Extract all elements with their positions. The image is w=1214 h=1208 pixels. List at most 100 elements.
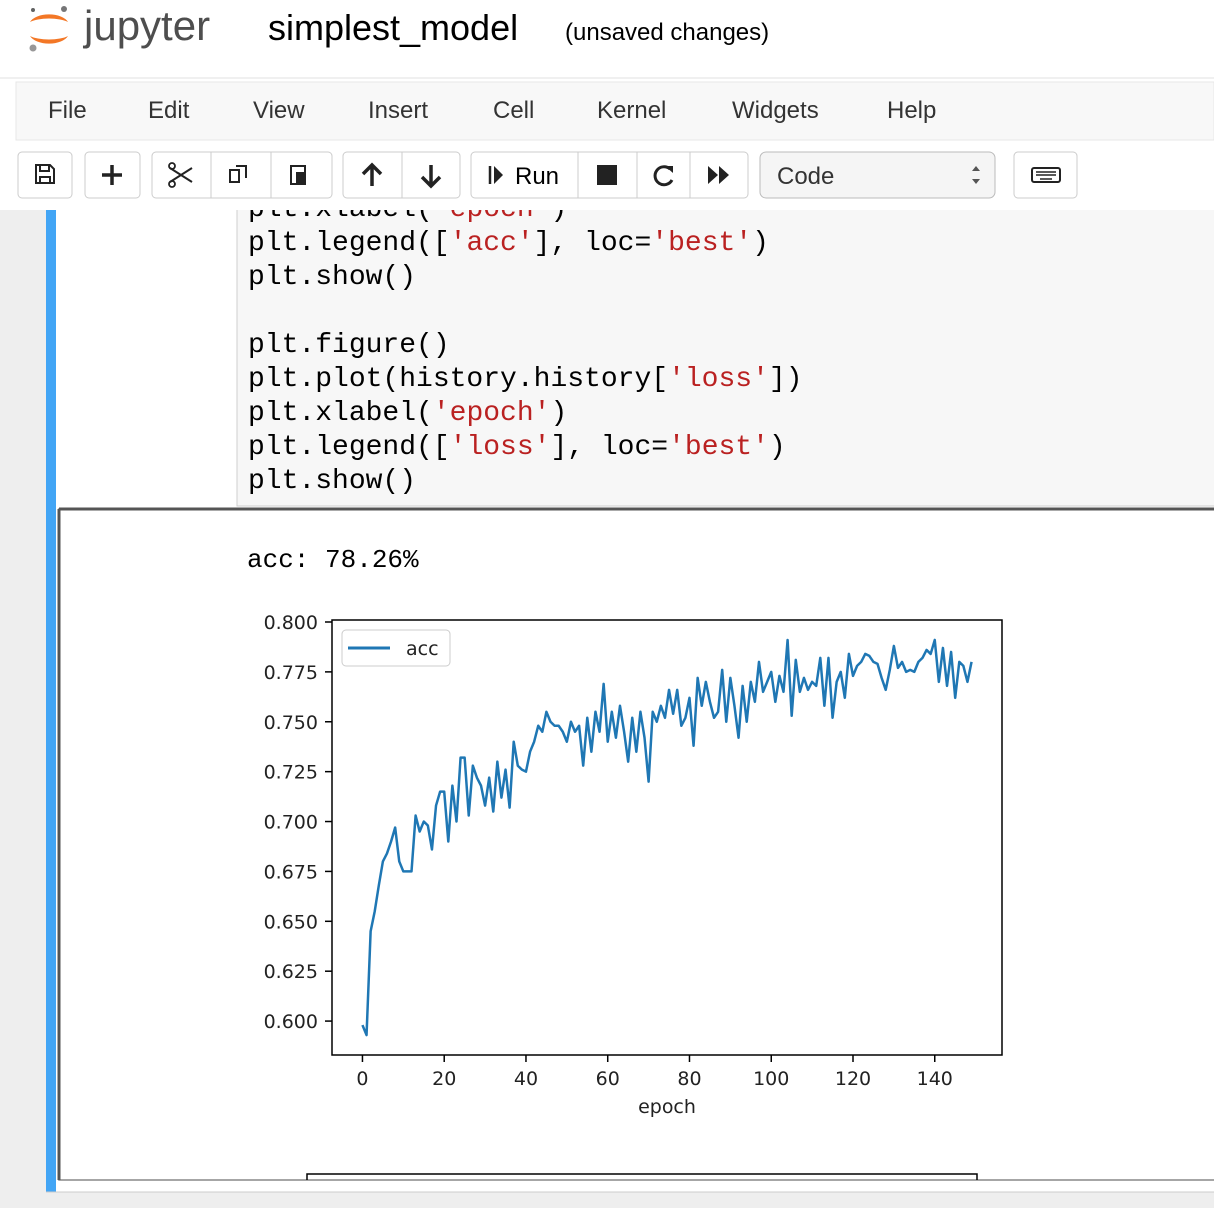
chart: 0.600 0.625 0.650 0.675 0.700 0.725 0.750 0.775… (264, 612, 1003, 1118)
run-label[interactable]: Run (515, 163, 559, 190)
code-token: ], loc= (550, 432, 668, 463)
move-down-icon (420, 165, 442, 189)
select-arrows (972, 166, 980, 184)
menu-item[interactable]: View (253, 97, 305, 124)
run-icon (494, 166, 503, 184)
code-token: 'best' (651, 228, 752, 259)
paste-icon (296, 172, 306, 184)
next-chart-frame (306, 1173, 978, 1180)
code-token: ], loc= (534, 228, 652, 259)
code-token: plt.show() (248, 262, 416, 293)
code-input[interactable] (236, 199, 1214, 507)
menu-item[interactable]: Insert (368, 97, 428, 124)
x-tick-label: 120 (835, 1068, 871, 1090)
cut-icon (169, 167, 193, 183)
x-tick-label: 140 (917, 1068, 953, 1090)
save-icon (35, 164, 55, 184)
plot-area (332, 620, 1002, 1055)
save-status: (unsaved changes) (565, 19, 769, 46)
cell-type-label[interactable]: Code (777, 163, 834, 190)
keyboard-icon (1031, 167, 1061, 183)
header: jupyter simplest_model (unsaved changes) Fi… (0, 0, 1214, 210)
x-tick-label: 0 (356, 1068, 368, 1090)
notebook-area: plt.xlabel('epoch')plt.legend(['acc'], l… (0, 194, 1214, 1208)
header-text: jupyter simplest_model (unsaved changes) Fi… (48, 2, 936, 190)
menu-bar (15, 81, 1214, 141)
code-token: plt.legend([ (248, 228, 450, 259)
x-tick-label: 20 (432, 1068, 456, 1090)
code-token: 'loss' (668, 364, 769, 395)
code-token: plt.legend([ (248, 432, 450, 463)
cell-type-select[interactable] (759, 151, 996, 199)
code-text: plt.xlabel('epoch')plt.legend(['acc'], l… (248, 194, 803, 497)
save-button[interactable] (17, 151, 73, 199)
code-line: plt.xlabel('epoch') (248, 398, 567, 429)
restart-icon (653, 165, 674, 187)
notebook-name[interactable]: simplest_model (268, 7, 518, 48)
code-token: ) (769, 432, 786, 463)
x-tick-label: 80 (677, 1068, 701, 1090)
y-tick-label: 0.625 (264, 961, 318, 983)
code-token: 'loss' (450, 432, 551, 463)
cut-icon (168, 162, 176, 170)
keyboard-icon (1036, 171, 1056, 180)
x-axis-label: epoch (638, 1096, 696, 1118)
code-line: plt.legend(['loss'], loc='best') (248, 432, 786, 463)
code-token: plt.plot(history.history[ (248, 364, 668, 395)
code-token: 'best' (668, 432, 769, 463)
restart-icon (665, 166, 673, 173)
menu-item[interactable]: Kernel (597, 97, 666, 124)
code-token: 'epoch' (433, 398, 551, 429)
code-line: plt.figure() (248, 330, 450, 361)
y-tick-label: 0.675 (264, 861, 318, 883)
copy-icon (229, 165, 247, 183)
code-token: plt.show() (248, 466, 416, 497)
menu-item[interactable]: Help (887, 97, 936, 124)
code-token: 'epoch' (433, 194, 551, 225)
output: acc: 78.26% (247, 545, 419, 575)
menu-item[interactable]: Widgets (732, 97, 819, 124)
y-tick-label: 0.725 (264, 762, 318, 784)
edit-button-group (151, 151, 333, 199)
code-token: plt.xlabel( (248, 398, 433, 429)
code-line: plt.xlabel('epoch') (248, 194, 567, 225)
plus-icon (102, 165, 122, 185)
stop-icon (597, 165, 617, 185)
code-token: plt.xlabel( (248, 194, 433, 225)
code-token: plt.figure() (248, 330, 450, 361)
cell-selection-bar (46, 200, 56, 1192)
code-line: plt.show() (248, 466, 416, 497)
y-tick-label: 0.700 (264, 812, 318, 834)
logo-wordmark: jupyter (82, 2, 210, 49)
axes-frame (331, 619, 1003, 1056)
code-line: plt.legend(['acc'], loc='best') (248, 228, 769, 259)
y-tick-label: 0.800 (264, 612, 318, 634)
x-tick-label: 60 (596, 1068, 620, 1090)
code-line: plt.plot(history.history['loss']) (248, 364, 803, 395)
code-line: plt.show() (248, 262, 416, 293)
x-tick-label: 100 (753, 1068, 789, 1090)
y-tick-label: 0.650 (264, 911, 318, 933)
code-token: ]) (769, 364, 803, 395)
legend-label: acc (406, 638, 439, 660)
legend-box (341, 629, 451, 667)
cut-icon (168, 180, 176, 188)
jupyter-logo[interactable] (29, 6, 69, 52)
y-tick-label: 0.750 (264, 712, 318, 734)
menu-item[interactable]: Cell (493, 97, 534, 124)
y-tick-label: 0.600 (264, 1011, 318, 1033)
menu-item[interactable]: Edit (148, 97, 190, 124)
y-tick-label: 0.775 (264, 662, 318, 684)
data-line (361, 638, 973, 1037)
code-token: 'acc' (450, 228, 534, 259)
menu-item[interactable]: File (48, 97, 87, 124)
code-token: ) (550, 398, 567, 429)
x-tick-label: 40 (514, 1068, 538, 1090)
toolbar-icons (35, 162, 1061, 189)
move-up-icon (361, 162, 383, 186)
code-token: ) (550, 194, 567, 225)
fast-forward-icon (708, 166, 729, 184)
output-text: acc: 78.26% (247, 545, 419, 575)
